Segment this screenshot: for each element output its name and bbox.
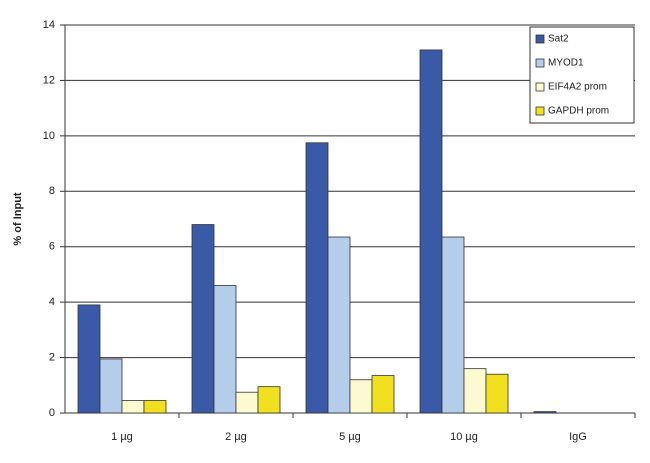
bar — [213, 285, 237, 414]
x-tick-label: IgG — [569, 431, 587, 443]
legend-label: Sat2 — [548, 34, 569, 45]
y-tick-label: 12 — [43, 74, 55, 86]
y-tick-label: 6 — [49, 241, 55, 253]
legend-swatch — [535, 34, 545, 44]
bar — [143, 400, 167, 414]
bar — [305, 142, 329, 414]
x-tick-label: 1 µg — [111, 431, 133, 443]
x-tick-label: 10 µg — [450, 431, 478, 443]
x-tick-label: 2 µg — [225, 431, 247, 443]
y-tick-label: 8 — [49, 185, 55, 197]
y-tick-label: 14 — [43, 19, 55, 31]
x-tick-label: 5 µg — [339, 431, 361, 443]
y-tick-label: 2 — [49, 351, 55, 363]
y-tick-label: 4 — [49, 296, 55, 308]
bar — [441, 236, 465, 414]
bar — [99, 358, 123, 414]
legend-swatch — [535, 58, 545, 68]
bar — [257, 386, 281, 414]
bar — [121, 400, 145, 414]
bar — [327, 236, 351, 414]
legend-box — [529, 26, 635, 124]
bar — [419, 49, 443, 414]
bar — [191, 224, 215, 414]
legend-label: GAPDH prom — [548, 106, 609, 117]
y-axis-label: % of Input — [12, 192, 24, 245]
bar — [77, 304, 101, 414]
bar — [235, 391, 259, 414]
legend-swatch — [535, 82, 545, 92]
bar — [485, 373, 509, 414]
bar — [371, 375, 395, 414]
legend-label: MYOD1 — [548, 58, 584, 69]
y-tick-label: 0 — [49, 407, 55, 419]
y-tick-label: 10 — [43, 130, 55, 142]
legend-label: EIF4A2 prom — [548, 82, 607, 93]
bar — [349, 379, 373, 414]
bar — [463, 368, 487, 414]
legend-swatch — [535, 106, 545, 116]
bar — [533, 411, 557, 414]
